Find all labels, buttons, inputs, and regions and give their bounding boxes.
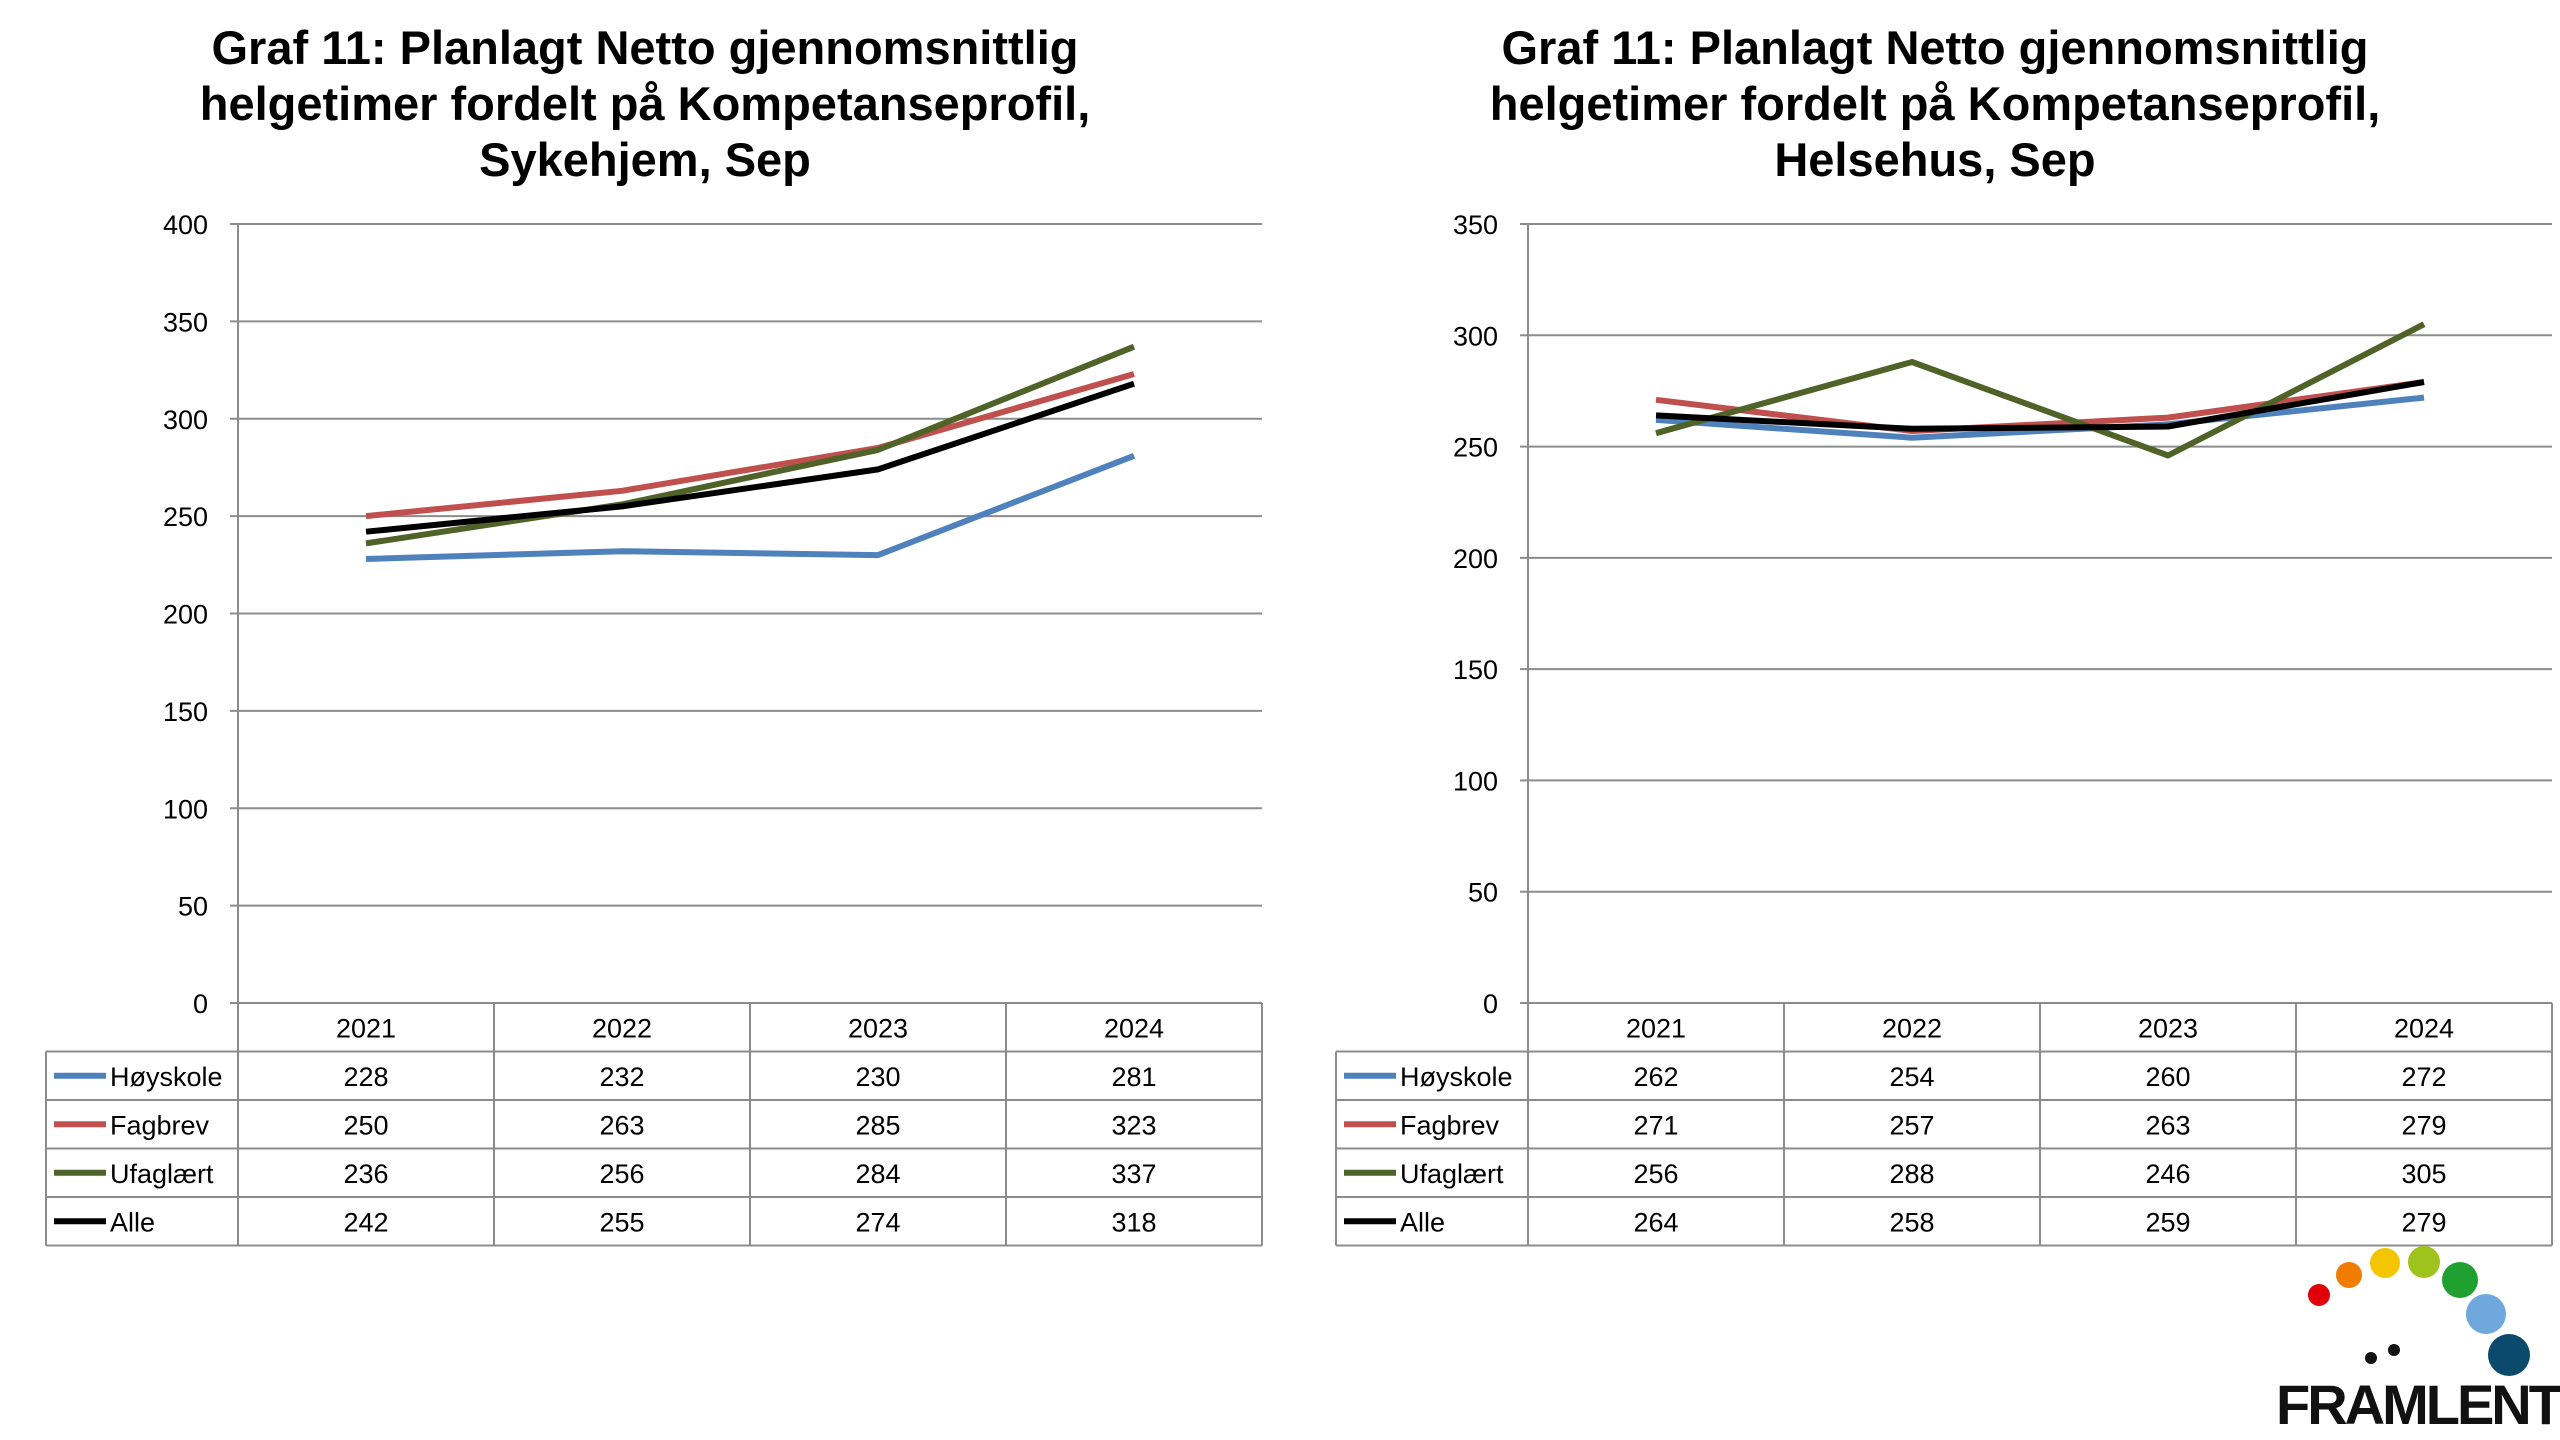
y-tick-label: 200 (1453, 544, 1498, 574)
data-label: 337 (1111, 1159, 1156, 1189)
data-label: 254 (1889, 1062, 1934, 1092)
legend-label: Høyskole (1400, 1062, 1513, 1092)
data-label: 263 (599, 1110, 644, 1140)
series-line (365, 371, 1135, 520)
legend-label: Alle (110, 1207, 155, 1237)
logo-dot (2336, 1262, 2362, 1288)
legend-label: Høyskole (110, 1062, 223, 1092)
logo-dot (2466, 1294, 2506, 1334)
x-tick-label: 2024 (1104, 1013, 1164, 1043)
y-tick-label: 0 (1483, 989, 1498, 1019)
data-label: 255 (599, 1207, 644, 1237)
y-tick-label: 250 (1453, 433, 1498, 463)
data-label: 284 (855, 1159, 900, 1189)
series-line (365, 380, 1135, 535)
logo-dot (2442, 1262, 2478, 1298)
series-line (1655, 379, 2425, 432)
x-tick-label: 2023 (2138, 1013, 2198, 1043)
data-label: 236 (343, 1159, 388, 1189)
y-tick-label: 350 (1453, 210, 1498, 240)
data-label: 274 (855, 1207, 900, 1237)
chart-title-line-1: Graf 11: Planlagt Netto gjennomsnittlig (1501, 21, 2369, 74)
y-tick-label: 100 (1453, 766, 1498, 796)
data-label: 272 (2401, 1062, 2446, 1092)
logo-figure-head (2388, 1344, 2400, 1356)
data-label: 232 (599, 1062, 644, 1092)
data-label: 279 (2401, 1110, 2446, 1140)
y-tick-label: 100 (163, 794, 208, 824)
series-line (1655, 321, 2426, 459)
chart-title-line-3: Sykehjem, Sep (479, 133, 811, 186)
series-line (1655, 379, 2425, 434)
y-tick-label: 0 (193, 989, 208, 1019)
chart-svg: 0 50 100 150 200 250 300 350 2021 2022 2023 2024 Høy… (1335, 210, 2553, 1247)
legend-label: Ufaglært (1400, 1159, 1504, 1189)
data-label: 246 (2145, 1159, 2190, 1189)
y-tick-label: 50 (178, 892, 208, 922)
chart-title-line-2: helgetimer fordelt på Kompetanseprofil, (1489, 77, 2381, 130)
y-tick-label: 250 (163, 502, 208, 532)
framlent-logo: FRAMLENT (2260, 1240, 2560, 1436)
x-tick-label: 2024 (2394, 1013, 2454, 1043)
x-tick-label: 2023 (848, 1013, 908, 1043)
chart-title-line-1: Graf 11: Planlagt Netto gjennomsnittlig (211, 21, 1079, 74)
y-tick-label: 150 (1453, 655, 1498, 685)
data-label: 305 (2401, 1159, 2446, 1189)
chart-title: Graf 11: Planlagt Netto gjennomsnittlig … (0, 20, 1290, 188)
legend-label: Fagbrev (1400, 1110, 1500, 1140)
series-line (365, 343, 1136, 547)
data-label: 259 (2145, 1207, 2190, 1237)
y-tick-label: 400 (163, 210, 208, 240)
data-label: 264 (1633, 1207, 1678, 1237)
x-tick-label: 2022 (592, 1013, 652, 1043)
data-label: 230 (855, 1062, 900, 1092)
y-tick-label: 50 (1468, 878, 1498, 908)
chart-sykehjem: Graf 11: Planlagt Netto gjennomsnittlig … (0, 0, 1300, 1300)
x-tick-label: 2022 (1882, 1013, 1942, 1043)
data-label: 256 (599, 1159, 644, 1189)
data-label: 271 (1633, 1110, 1678, 1140)
y-tick-label: 200 (163, 600, 208, 630)
data-label: 257 (1889, 1110, 1934, 1140)
data-label: 288 (1889, 1159, 1934, 1189)
data-label: 260 (2145, 1062, 2190, 1092)
data-label: 256 (1633, 1159, 1678, 1189)
data-label: 262 (1633, 1062, 1678, 1092)
legend-label: Alle (1400, 1207, 1445, 1237)
chart-title: Graf 11: Planlagt Netto gjennomsnittlig … (1290, 20, 2560, 188)
data-label: 323 (1111, 1110, 1156, 1140)
legend-label: Ufaglært (110, 1159, 214, 1189)
data-label: 242 (343, 1207, 388, 1237)
data-label: 263 (2145, 1110, 2190, 1140)
data-label: 279 (2401, 1207, 2446, 1237)
data-label: 281 (1111, 1062, 1156, 1092)
y-tick-label: 300 (1453, 321, 1498, 351)
data-label: 318 (1111, 1207, 1156, 1237)
logo-wordmark: FRAMLENT (2276, 1373, 2560, 1436)
logo-dot (2408, 1246, 2440, 1278)
y-tick-label: 300 (163, 405, 208, 435)
data-label: 258 (1889, 1207, 1934, 1237)
series-line (1655, 394, 2425, 441)
y-tick-label: 150 (163, 697, 208, 727)
logo-dot (2308, 1284, 2330, 1306)
logo-dot (2370, 1248, 2400, 1278)
x-tick-label: 2021 (1626, 1013, 1686, 1043)
logo-figure-head (2365, 1352, 2377, 1364)
chart-helsehus: Graf 11: Planlagt Netto gjennomsnittlig … (1290, 0, 2560, 1300)
data-label: 250 (343, 1110, 388, 1140)
data-label: 228 (343, 1062, 388, 1092)
chart-title-line-2: helgetimer fordelt på Kompetanseprofil, (199, 77, 1091, 130)
data-label: 285 (855, 1110, 900, 1140)
logo-dot (2488, 1334, 2530, 1376)
x-tick-label: 2021 (336, 1013, 396, 1043)
y-tick-label: 350 (163, 307, 208, 337)
chart-svg: 0 50 100 150 200 250 300 350 400 2021 2022 2023 2024… (45, 210, 1263, 1247)
chart-title-line-3: Helsehus, Sep (1774, 133, 2096, 186)
legend-label: Fagbrev (110, 1110, 210, 1140)
series-line (365, 453, 1136, 562)
